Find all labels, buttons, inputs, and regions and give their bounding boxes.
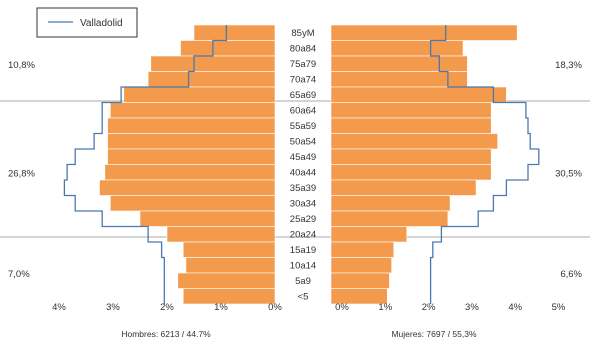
mujeres-tick-4: 4% [508, 302, 522, 313]
hombres-tick-2: 2% [160, 302, 174, 313]
age-label-20a24: 20a24 [290, 230, 316, 241]
mujeres-group-share-0: 18,3% [555, 60, 582, 71]
age-label-45a49: 45a49 [290, 152, 316, 163]
mujeres-bar-60a64 [330, 102, 492, 119]
mujeres-bar-80a84 [330, 40, 464, 57]
age-label-55a59: 55a59 [290, 121, 316, 132]
age-label-50a54: 50a54 [290, 137, 316, 148]
age-label-35a39: 35a39 [290, 183, 316, 194]
mujeres-group-share-1: 30,5% [555, 168, 582, 179]
mujeres-bar-15a19 [330, 241, 395, 258]
hombres-tick-4: 0% [268, 302, 282, 313]
mujeres-bar-35a39 [330, 179, 477, 196]
mujeres-bar-75a79 [330, 55, 468, 72]
hombres-bar-<5 [182, 288, 276, 305]
hombres-tick-3: 1% [214, 302, 228, 313]
mujeres-bar-70a74 [330, 71, 468, 88]
hombres-bar-85yM [193, 24, 276, 41]
hombres-bar-80a84 [180, 40, 276, 57]
mujeres-bar-25a29 [330, 210, 449, 227]
mujeres-tick-1: 1% [378, 302, 392, 313]
mujeres-tick-3: 3% [465, 302, 479, 313]
mujeres-bar-20a24 [330, 226, 408, 243]
mujeres-bar-65a69 [330, 86, 507, 103]
hombres-bar-50a54 [107, 133, 276, 150]
mujeres-bar-40a44 [330, 164, 492, 181]
hombres-bar-35a39 [99, 179, 276, 196]
hombres-bar-15a19 [182, 241, 276, 258]
hombres-bar-45a49 [107, 148, 276, 165]
legend-label: Valladolid [80, 18, 123, 29]
mujeres-reference-line [429, 25, 540, 304]
mujeres-axis-ticks: 0% 1% 2% 3% 4% 5% [335, 302, 566, 313]
mujeres-reference [429, 25, 540, 304]
mujeres-total: Mujeres: 7697 / 55,3% [391, 329, 476, 339]
hombres-bar-10a14 [185, 257, 276, 274]
hombres-bar-30a34 [110, 195, 276, 212]
mujeres-bar-50a54 [330, 133, 499, 150]
hombres-bar-65a69 [123, 86, 276, 103]
mujeres-bar-30a34 [330, 195, 451, 212]
hombres-group-share-0: 10,8% [8, 60, 35, 71]
hombres-bar-75a79 [150, 55, 276, 72]
mujeres-bar-5a9 [330, 272, 390, 289]
age-label-15a19: 15a19 [290, 245, 316, 256]
age-label-80a84: 80a84 [290, 44, 316, 55]
hombres-tick-1: 3% [106, 302, 120, 313]
mujeres-bar-55a59 [330, 117, 492, 134]
age-label-75a79: 75a79 [290, 59, 316, 70]
legend: Valladolid [36, 7, 138, 38]
mujeres-bar-85yM [330, 24, 518, 41]
hombres-bar-20a24 [166, 226, 276, 243]
hombres-tick-0: 4% [52, 302, 66, 313]
hombres-bars [99, 24, 276, 305]
mujeres-bar-<5 [330, 288, 388, 305]
mujeres-tick-5: 5% [552, 302, 566, 313]
mujeres-tick-2: 2% [422, 302, 436, 313]
hombres-bar-60a64 [110, 102, 276, 119]
age-label-25a29: 25a29 [290, 214, 316, 225]
hombres-bar-5a9 [177, 272, 276, 289]
hombres-bar-25a29 [139, 210, 276, 227]
mujeres-bar-10a14 [330, 257, 392, 274]
mujeres-tick-0: 0% [335, 302, 349, 313]
age-label-30a34: 30a34 [290, 199, 316, 210]
group-shares: 10,8% 18,3% 26,8% 30,5% 7,0% 6,6% [8, 60, 583, 280]
hombres-group-share-1: 26,8% [8, 168, 35, 179]
age-label-<5: <5 [298, 292, 309, 303]
mujeres-group-share-2: 6,6% [560, 269, 582, 280]
mujeres-bars [330, 24, 518, 305]
hombres-axis-ticks: 4% 3% 2% 1% 0% [52, 302, 282, 313]
hombres-reference-line [63, 25, 228, 304]
hombres-bar-55a59 [107, 117, 276, 134]
hombres-reference [63, 25, 228, 304]
age-label-40a44: 40a44 [290, 168, 316, 179]
age-labels: 85yM 80a84 75a79 70a74 65a69 60a64 55a59 50a54 4… [290, 28, 316, 303]
age-label-5a9: 5a9 [295, 276, 311, 287]
age-label-60a64: 60a64 [290, 106, 316, 117]
age-label-70a74: 70a74 [290, 75, 316, 86]
age-label-85yM: 85yM [291, 28, 314, 39]
age-label-65a69: 65a69 [290, 90, 316, 101]
age-label-10a14: 10a14 [290, 261, 316, 272]
hombres-total: Hombres: 6213 / 44.7% [121, 329, 211, 339]
mujeres-bar-45a49 [330, 148, 492, 165]
hombres-group-share-2: 7,0% [8, 269, 30, 280]
hombres-bar-70a74 [147, 71, 276, 88]
hombres-bar-40a44 [104, 164, 276, 181]
